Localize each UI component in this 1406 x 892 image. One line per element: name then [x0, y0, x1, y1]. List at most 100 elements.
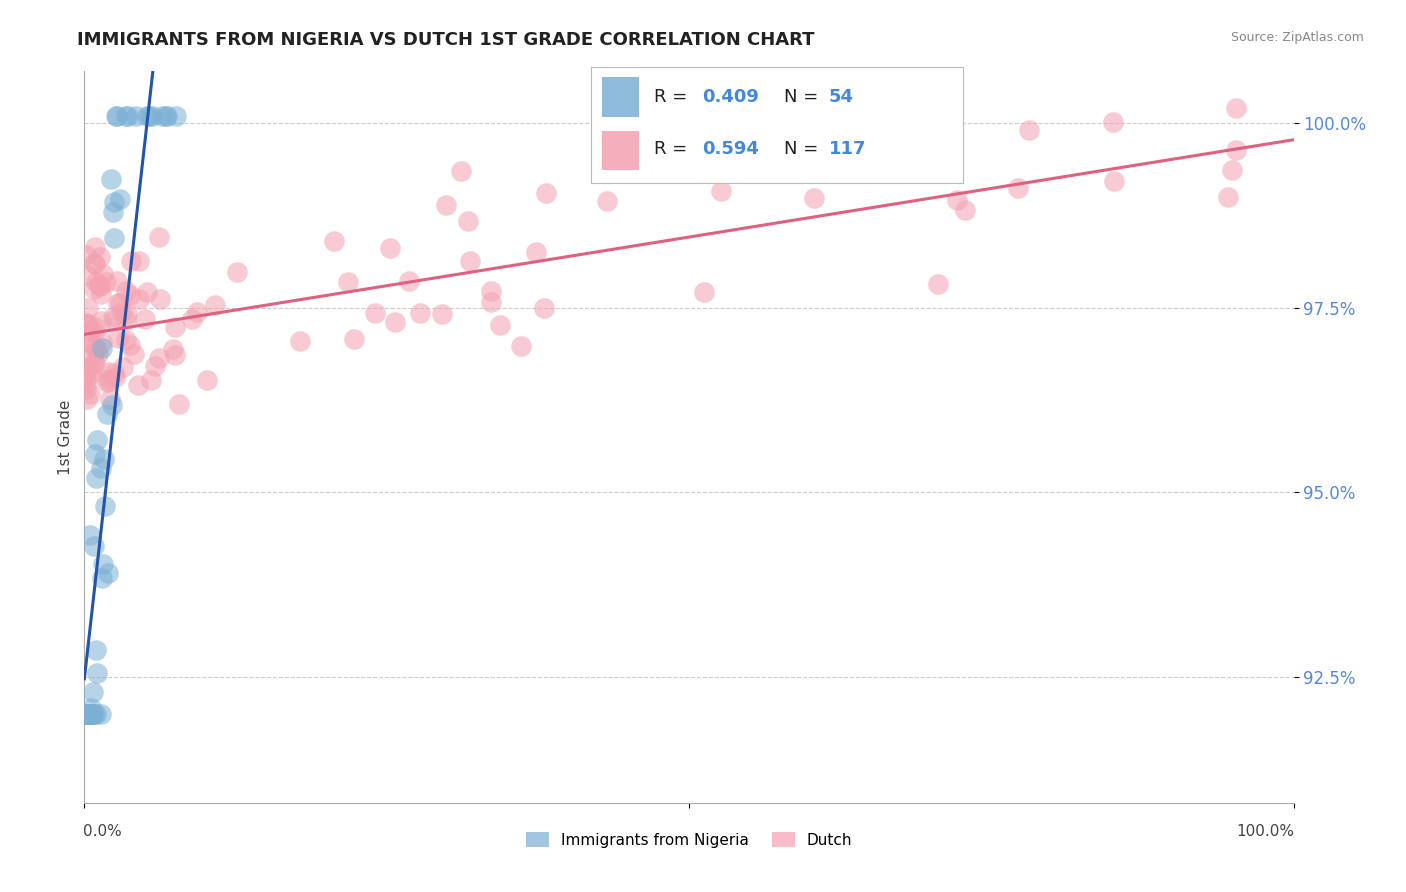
Point	[384, 315, 406, 329]
Point	[946, 193, 969, 207]
Point	[336, 275, 359, 289]
Point	[118, 337, 141, 351]
Text: 100.0%: 100.0%	[1237, 823, 1295, 838]
Point	[458, 254, 481, 268]
Point	[128, 254, 150, 268]
Point	[79, 387, 101, 401]
Point	[135, 109, 157, 123]
Point	[86, 665, 108, 680]
Point	[148, 230, 170, 244]
Point	[76, 707, 98, 722]
Point	[84, 447, 107, 461]
Point	[90, 460, 112, 475]
Point	[457, 214, 479, 228]
Point	[96, 407, 118, 421]
Point	[90, 335, 112, 350]
Point	[156, 109, 179, 123]
Text: IMMIGRANTS FROM NIGERIA VS DUTCH 1ST GRADE CORRELATION CHART: IMMIGRANTS FROM NIGERIA VS DUTCH 1ST GRA…	[77, 31, 815, 49]
Point	[93, 451, 115, 466]
Legend: Immigrants from Nigeria, Dutch: Immigrants from Nigeria, Dutch	[520, 825, 858, 854]
Point	[163, 348, 186, 362]
Point	[84, 275, 107, 289]
Point	[534, 186, 557, 201]
Point	[90, 707, 112, 722]
Point	[117, 109, 139, 123]
Point	[76, 317, 98, 331]
Point	[1220, 162, 1243, 177]
Point	[75, 248, 97, 262]
Point	[80, 701, 103, 715]
Point	[450, 164, 472, 178]
Point	[77, 707, 100, 722]
Point	[122, 346, 145, 360]
Point	[76, 316, 98, 330]
Point	[524, 244, 547, 259]
Text: 0.594: 0.594	[703, 140, 759, 158]
Point	[162, 342, 184, 356]
Point	[953, 202, 976, 217]
Point	[204, 298, 226, 312]
Point	[114, 334, 136, 348]
Point	[75, 382, 97, 396]
Point	[1216, 189, 1239, 203]
Point	[364, 306, 387, 320]
Point	[84, 358, 107, 372]
Point	[83, 240, 105, 254]
Point	[108, 192, 131, 206]
Point	[148, 351, 170, 366]
Point	[479, 295, 502, 310]
Point	[90, 313, 112, 327]
Point	[83, 282, 105, 296]
Point	[322, 234, 344, 248]
Point	[1007, 181, 1029, 195]
Point	[186, 304, 208, 318]
Point	[82, 684, 104, 698]
Point	[76, 392, 98, 406]
Point	[91, 571, 114, 585]
Point	[77, 301, 100, 315]
Point	[112, 360, 135, 375]
Point	[1104, 174, 1126, 188]
Bar	[602, 130, 638, 170]
Point	[86, 433, 108, 447]
Point	[97, 566, 120, 580]
Point	[103, 310, 125, 324]
Point	[125, 109, 148, 123]
Point	[117, 307, 139, 321]
Point	[510, 338, 533, 352]
Point	[87, 278, 110, 293]
Point	[165, 109, 187, 123]
Point	[80, 707, 103, 722]
Point	[79, 707, 101, 722]
Point	[96, 375, 118, 389]
Point	[89, 279, 111, 293]
Point	[1225, 143, 1247, 157]
Point	[110, 305, 132, 319]
Point	[98, 365, 121, 379]
Point	[80, 362, 103, 376]
Point	[103, 230, 125, 244]
Text: 117: 117	[830, 140, 866, 158]
Point	[101, 398, 124, 412]
Point	[97, 374, 120, 388]
Point	[77, 334, 100, 349]
Point	[105, 109, 128, 123]
Point	[103, 366, 125, 380]
Point	[167, 397, 190, 411]
Point	[84, 707, 107, 722]
Point	[97, 372, 120, 386]
Point	[82, 346, 104, 360]
Point	[77, 707, 100, 722]
Point	[79, 337, 101, 351]
Point	[479, 284, 502, 298]
Point	[380, 241, 402, 255]
Point	[128, 292, 150, 306]
Point	[91, 557, 114, 571]
Point	[436, 198, 458, 212]
Point	[83, 256, 105, 270]
Point	[127, 378, 149, 392]
Text: R =: R =	[654, 140, 693, 158]
Point	[115, 284, 138, 298]
Point	[103, 194, 125, 209]
Point	[96, 275, 118, 289]
